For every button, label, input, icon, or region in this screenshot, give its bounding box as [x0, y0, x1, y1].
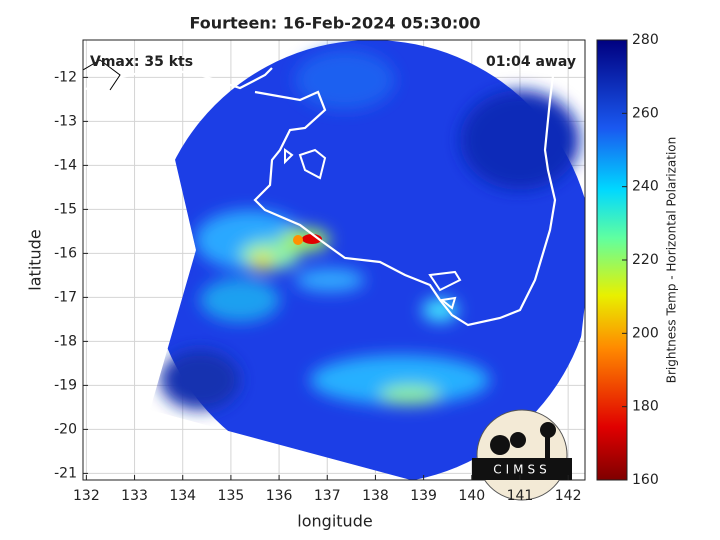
y-tick-label: -18	[54, 333, 77, 349]
x-tick-label: 140	[458, 488, 485, 504]
x-tick-label: 136	[266, 488, 293, 504]
logo: CIMSS	[472, 409, 572, 501]
annotation: Vmax: 35 kts	[90, 54, 193, 70]
colorbar-tick-label: 260	[632, 105, 659, 121]
x-tick-label: 142	[555, 488, 582, 504]
y-tick-label: -16	[54, 245, 77, 261]
x-tick-label: 135	[218, 488, 245, 504]
y-tick-label: -15	[54, 201, 77, 217]
plot-frame	[82, 39, 586, 481]
islands	[284, 148, 462, 310]
annotation: 01:04 away	[486, 54, 576, 70]
x-tick-label: 132	[73, 488, 100, 504]
coastline-outside	[83, 59, 121, 91]
x-tick-label: 137	[314, 488, 341, 504]
y-axis-label: latitude	[26, 229, 45, 290]
y-tick-label: -17	[54, 289, 77, 305]
x-tick-label: 134	[169, 488, 196, 504]
logo-text: CIMSS	[493, 463, 551, 477]
y-tick-label: -19	[54, 377, 77, 393]
y-tick-label: -20	[54, 421, 77, 437]
chart-title: Fourteen: 16-Feb-2024 05:30:00	[189, 14, 480, 33]
satellite-swath	[83, 40, 585, 480]
colorbar-label: Brightness Temp - Horizontal Polarizatio…	[665, 137, 679, 384]
colorbar-tick-label: 160	[632, 472, 659, 488]
y-tick-label: -21	[54, 465, 77, 481]
colorbar-tick-label: 180	[632, 399, 659, 415]
y-tick-label: -14	[54, 157, 77, 173]
colorbar-tick-label: 200	[632, 325, 659, 341]
x-tick-label: 141	[507, 488, 534, 504]
x-axis-label: longitude	[297, 512, 372, 531]
colorbar-tick-label: 220	[632, 252, 659, 268]
x-tick-label: 133	[121, 488, 148, 504]
colorbar-tick-label: 280	[632, 32, 659, 48]
y-tick-label: -12	[54, 69, 77, 85]
x-tick-label: 139	[410, 488, 437, 504]
y-tick-label: -13	[54, 113, 77, 129]
coastline	[83, 40, 566, 327]
x-tick-label: 138	[362, 488, 389, 504]
colorbar-tick-label: 240	[632, 179, 659, 195]
